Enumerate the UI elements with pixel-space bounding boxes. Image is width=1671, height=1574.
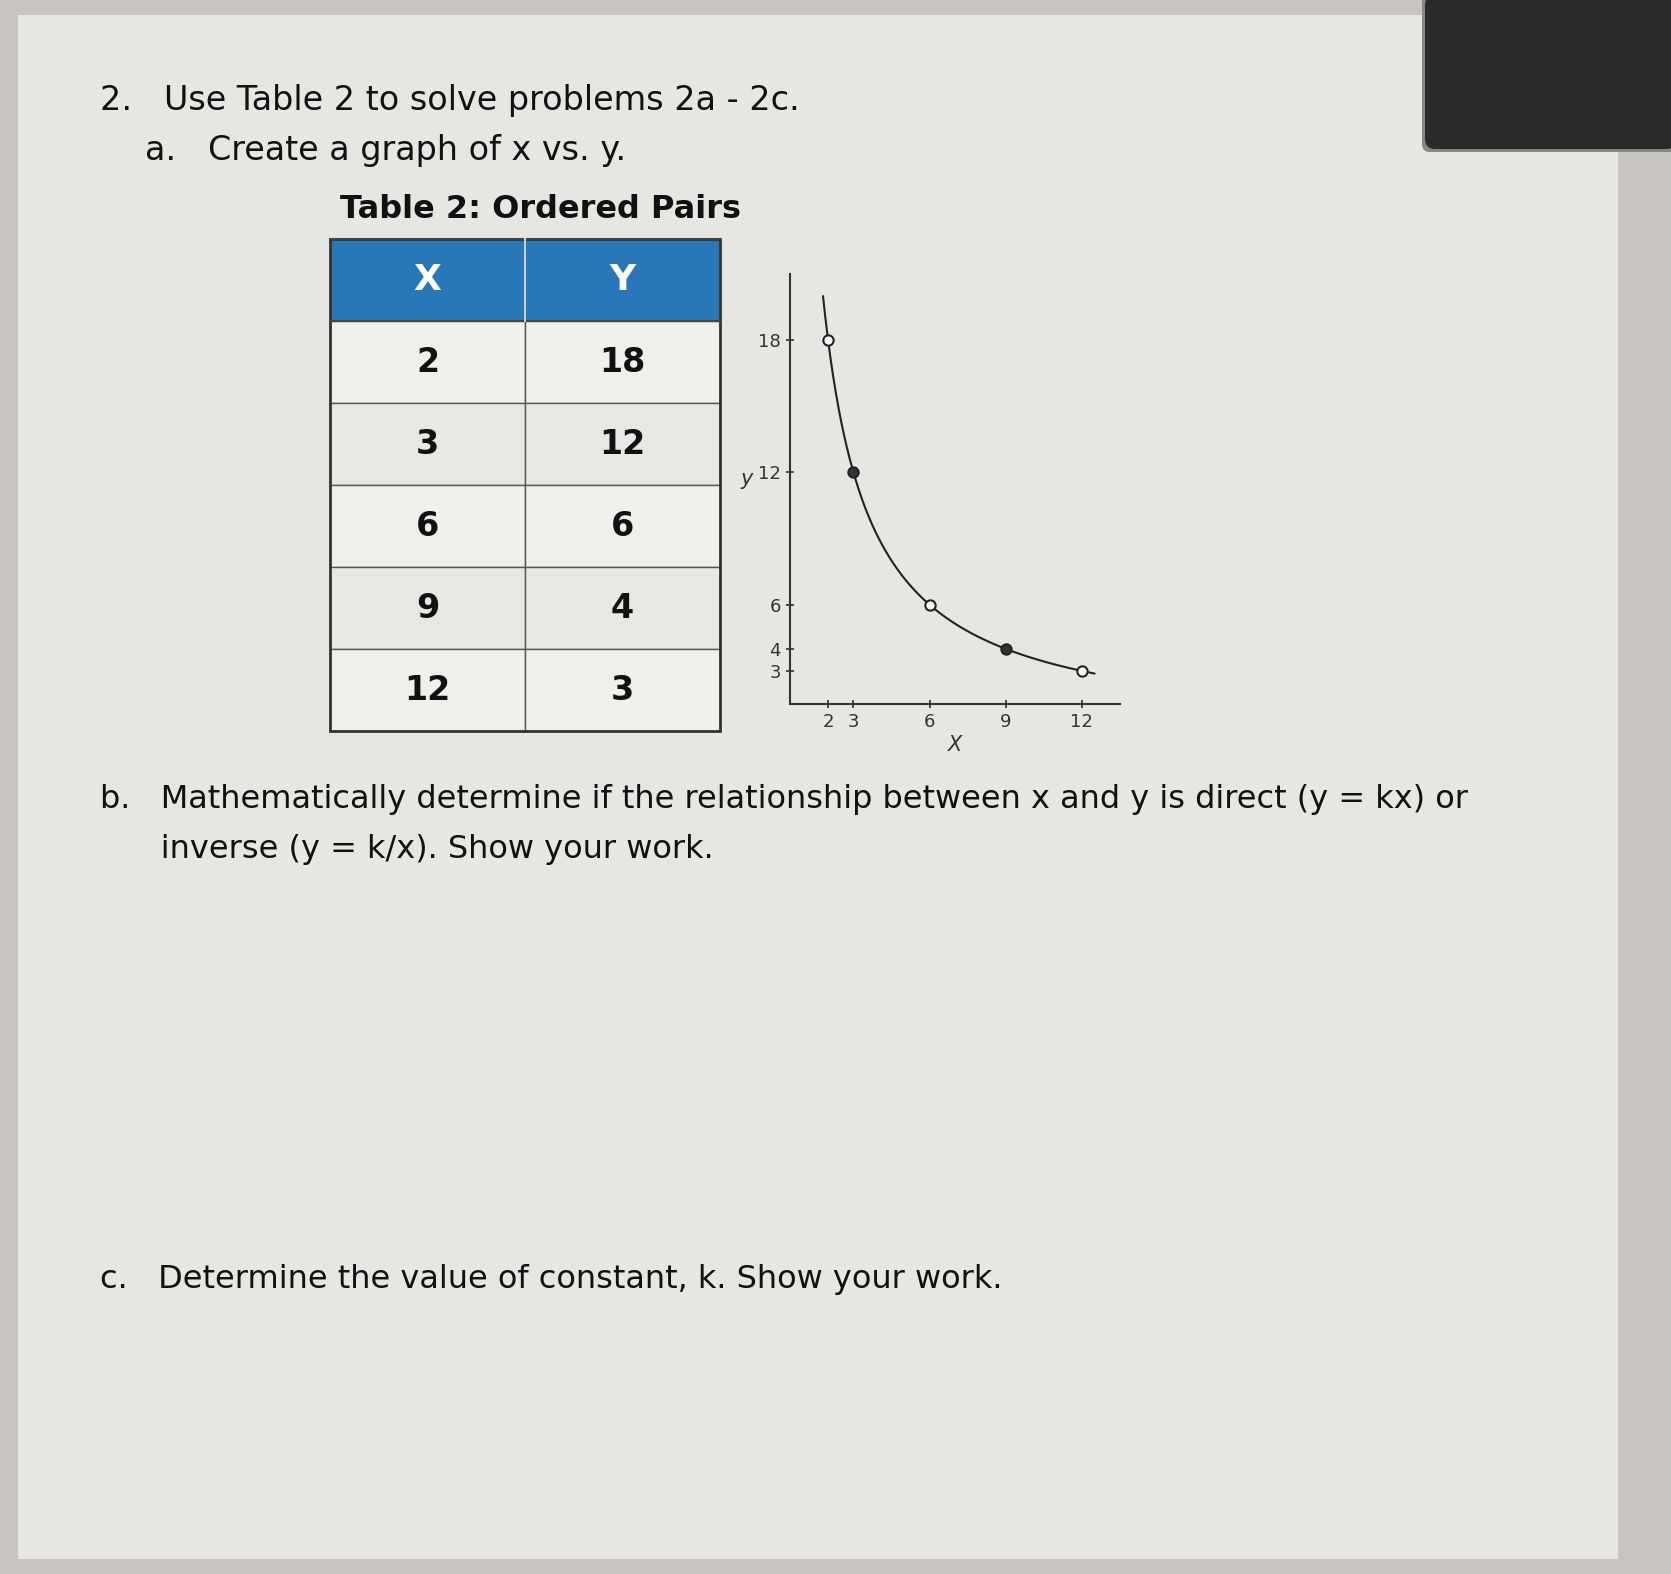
Text: 3: 3	[612, 674, 633, 707]
Text: 6: 6	[612, 510, 633, 543]
Point	[841, 460, 867, 485]
Text: 2.   Use Table 2 to solve problems 2a - 2c.: 2. Use Table 2 to solve problems 2a - 2c…	[100, 83, 800, 116]
Bar	[329, 239, 720, 730]
Text: X: X	[413, 263, 441, 297]
Bar	[525, 567, 720, 648]
Bar	[329, 239, 720, 321]
Text: 12: 12	[600, 428, 645, 461]
Text: c.   Determine the value of constant, k. Show your work.: c. Determine the value of constant, k. S…	[100, 1264, 1003, 1295]
Y-axis label: y: y	[740, 469, 754, 490]
Bar	[329, 648, 525, 730]
Bar	[525, 648, 720, 730]
Point	[916, 592, 942, 617]
Text: 18: 18	[600, 346, 645, 378]
Bar	[525, 485, 720, 567]
Bar	[329, 567, 525, 648]
Bar	[525, 321, 720, 403]
Text: b.   Mathematically determine if the relationship between x and y is direct (y =: b. Mathematically determine if the relat…	[100, 784, 1469, 815]
Point	[1068, 658, 1095, 683]
Text: 2: 2	[416, 346, 439, 378]
Text: a.   Create a graph of x vs. y.: a. Create a graph of x vs. y.	[145, 134, 627, 167]
FancyBboxPatch shape	[1422, 0, 1671, 153]
Point	[815, 327, 842, 353]
Bar	[329, 403, 525, 485]
Text: 6: 6	[416, 510, 439, 543]
Bar	[329, 485, 525, 567]
Text: Y: Y	[610, 263, 635, 297]
Text: Table 2: Ordered Pairs: Table 2: Ordered Pairs	[339, 194, 740, 225]
Bar	[525, 403, 720, 485]
Text: inverse (y = k/x). Show your work.: inverse (y = k/x). Show your work.	[100, 834, 714, 866]
Bar	[329, 321, 525, 403]
Text: 12: 12	[404, 674, 451, 707]
Text: 3: 3	[416, 428, 439, 461]
Text: 9: 9	[416, 592, 439, 625]
Point	[993, 636, 1019, 661]
X-axis label: X: X	[947, 735, 962, 756]
Text: 4: 4	[612, 592, 633, 625]
FancyBboxPatch shape	[1425, 0, 1671, 150]
